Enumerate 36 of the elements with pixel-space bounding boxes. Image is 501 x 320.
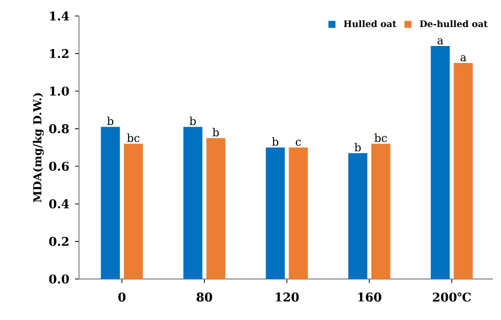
bar <box>124 144 143 279</box>
data-label: b <box>272 137 278 146</box>
data-label: b <box>107 116 114 126</box>
y-tick-label: 0.4 <box>49 199 69 208</box>
legend-label: Hulled oat <box>344 20 396 28</box>
data-label: b <box>212 128 219 136</box>
data-label: b <box>190 116 196 126</box>
data-label: bc <box>374 134 387 142</box>
data-label: a <box>438 38 444 44</box>
y-axis-title: MDA(mg/kg D.W.) <box>32 93 44 202</box>
y-tick-label: 1.0 <box>50 86 69 96</box>
bar <box>288 147 308 279</box>
x-tick-label: 120 <box>276 292 299 302</box>
x-tick-label: 0 <box>118 292 126 302</box>
bar <box>100 126 120 279</box>
x-tick-label: 160 <box>358 292 382 302</box>
x-tick-label: 200℃ <box>432 292 471 302</box>
y-tick-label: 0.8 <box>49 124 69 134</box>
bar <box>206 138 226 279</box>
data-label: c <box>296 140 301 146</box>
bar <box>454 62 473 279</box>
bar <box>348 153 368 279</box>
x-tick-label: 80 <box>196 292 212 302</box>
y-tick-label: 0.0 <box>49 274 69 284</box>
legend-label: De-hulled oat <box>420 20 488 28</box>
y-tick-label: 0.6 <box>49 162 69 171</box>
bar <box>371 144 390 279</box>
bar <box>183 126 202 279</box>
y-tick-label: 0.2 <box>49 236 68 246</box>
bar <box>430 46 450 279</box>
data-label: a <box>460 55 466 62</box>
y-tick-label: 1.2 <box>50 49 68 58</box>
data-label: b <box>354 142 361 152</box>
y-tick-label: 1.4 <box>50 11 69 21</box>
data-label: bc <box>127 134 140 142</box>
bar <box>266 147 285 279</box>
